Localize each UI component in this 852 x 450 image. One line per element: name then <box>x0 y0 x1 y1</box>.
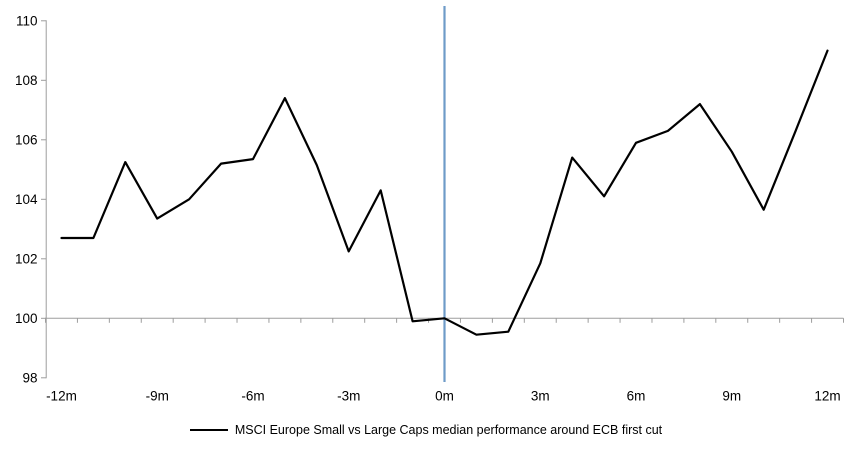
x-tick-label: -12m <box>46 389 77 404</box>
x-tick-labels: -12m -9m -6m -3m 0m 3m 6m 9m 12m <box>46 389 841 404</box>
y-tick-label: 110 <box>16 14 38 29</box>
x-tick-label: -9m <box>146 389 169 404</box>
y-tick-labels: 98 100 102 104 106 108 110 <box>15 14 38 386</box>
chart-legend: MSCI Europe Small vs Large Caps median p… <box>0 423 852 437</box>
y-axis <box>41 20 47 379</box>
y-tick-label: 102 <box>15 252 38 267</box>
y-tick-label: 106 <box>15 133 38 148</box>
x-tick-label: 12m <box>814 389 840 404</box>
legend-series-label: MSCI Europe Small vs Large Caps median p… <box>234 423 663 437</box>
y-tick-label: 98 <box>22 371 37 386</box>
x-tick-label: 3m <box>531 389 550 404</box>
x-tick-label: 9m <box>722 389 741 404</box>
y-tick-label: 100 <box>15 311 38 326</box>
x-tick-label: -6m <box>241 389 264 404</box>
x-tick-label: 0m <box>435 389 454 404</box>
x-tick-label: -3m <box>337 389 360 404</box>
legend-line-swatch <box>189 429 228 431</box>
x-tick-label: 6m <box>627 389 646 404</box>
y-tick-label: 104 <box>15 192 38 207</box>
y-tick-label: 108 <box>15 73 38 88</box>
series-line <box>60 49 829 336</box>
